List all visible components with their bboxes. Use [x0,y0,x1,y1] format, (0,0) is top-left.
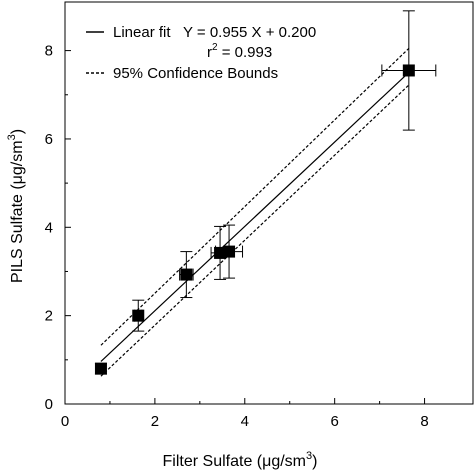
confidence-upper-line [100,47,410,346]
x-axis-title-main: Filter Sulfate (μg/sm [163,453,306,470]
data-point [180,268,193,281]
x-tick-label: 2 [151,413,159,430]
y-tick-label: 6 [45,131,53,148]
confidence-lower-line [100,84,410,377]
y-tick-label: 2 [45,308,53,325]
y-axis-title-close: ) [9,129,26,134]
data-point [402,64,415,77]
legend: Linear fit Y = 0.955 X + 0.200 r2 = 0.99… [86,24,316,82]
x-tick-label: 8 [420,413,428,430]
x-axis-title: Filter Sulfate (μg/sm3) [163,450,318,470]
plot-frame [64,1,474,405]
legend-equation: Y = 0.955 X + 0.200 [183,24,316,41]
y-axis-title: PILS Sulfate (μg/sm3) [6,129,26,283]
y-tick-label: 4 [45,219,53,236]
y-axis-title-sup: 3 [6,134,18,140]
legend-conf-label: 95% Confidence Bounds [113,65,278,82]
x-axis-title-close: ) [312,453,317,470]
x-axis-title-sup: 3 [306,450,312,462]
y-tick-label: 0 [45,396,53,413]
x-tick-label: 0 [61,413,69,430]
x-tick-label: 6 [330,413,338,430]
x-tick-label: 4 [241,413,249,430]
legend-r2-prefix: r [207,44,212,61]
legend-r2: r2 = 0.993 [207,42,272,61]
y-axis-title-main: PILS Sulfate (μg/sm [9,140,26,283]
fit-line [100,71,410,362]
legend-r2-value: = 0.993 [218,44,273,61]
legend-fit-label: Linear fit [113,24,171,41]
data-point [132,309,145,322]
data-point [223,245,236,258]
data-point [94,362,107,375]
legend-r2-sup: 2 [212,42,218,53]
plot-area: 0 2 4 6 8 0 2 4 6 8 [45,1,474,430]
y-tick-label: 8 [45,43,53,60]
